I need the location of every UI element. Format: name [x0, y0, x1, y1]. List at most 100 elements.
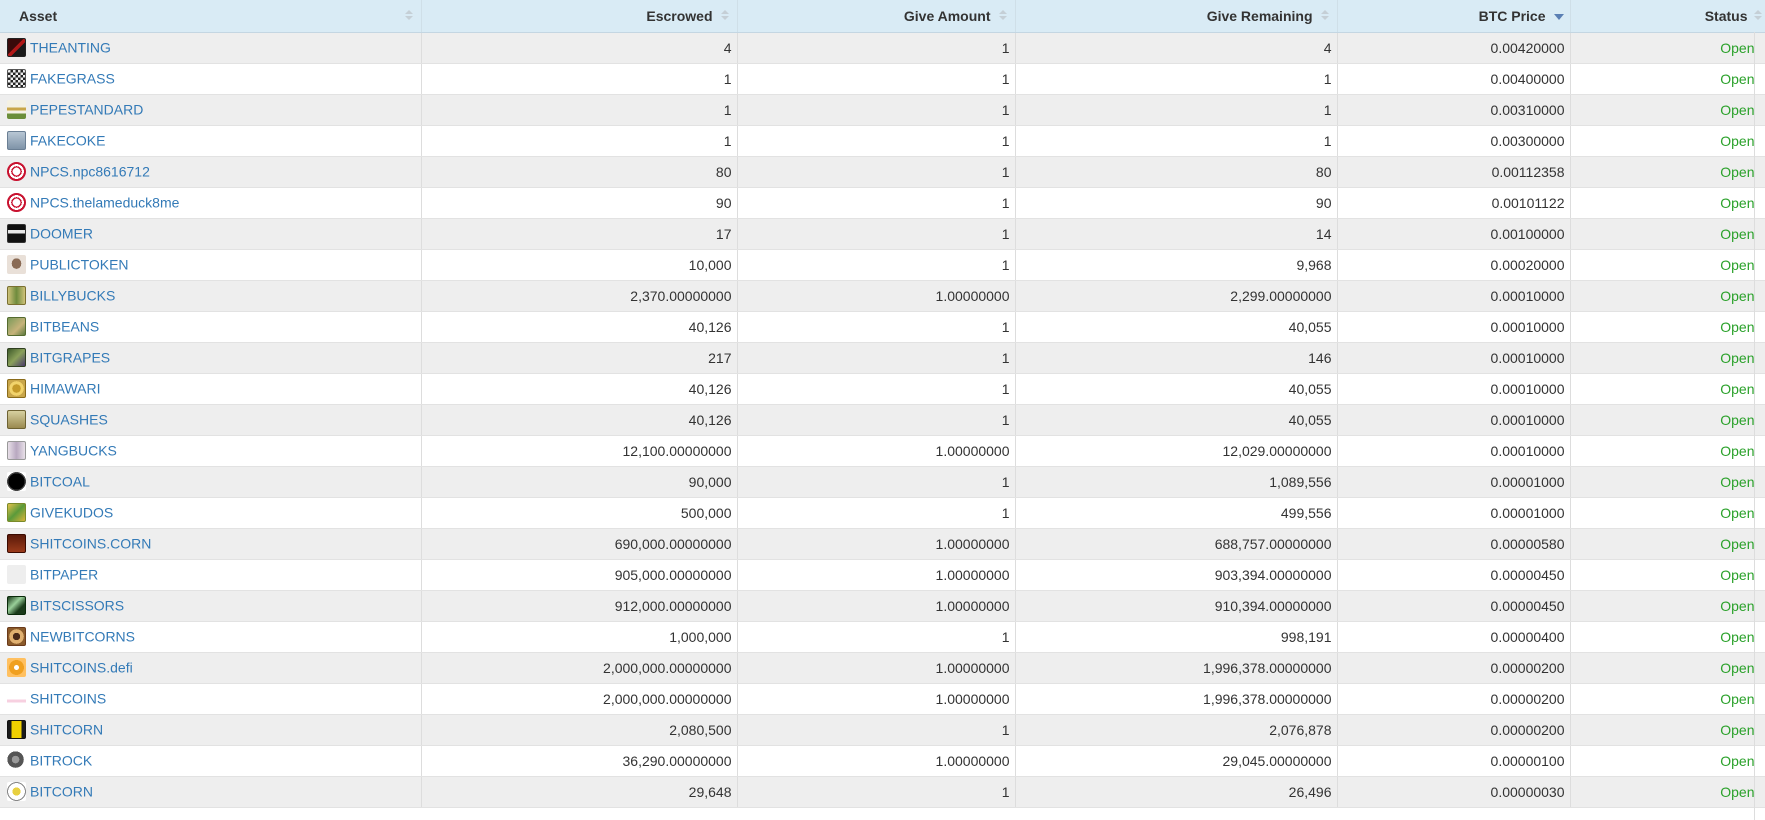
- column-header-status[interactable]: Status: [1570, 0, 1765, 33]
- status-cell: Open: [1570, 590, 1765, 622]
- give-remaining-cell: 40,055: [1015, 311, 1338, 343]
- escrowed-cell: 2,000,000.00000000: [421, 683, 738, 715]
- asset-link[interactable]: BITPAPER: [30, 566, 99, 583]
- asset-cell: FAKEGRASS: [0, 63, 422, 95]
- give-amount-cell: 1: [737, 311, 1016, 343]
- btc-price-cell: 0.00400000: [1337, 63, 1571, 95]
- give-amount-cell: 1: [737, 218, 1016, 250]
- asset-cell: GIVEKUDOS: [0, 497, 422, 529]
- give-remaining-cell: 14: [1015, 218, 1338, 250]
- pepestandard-icon: [7, 100, 26, 119]
- give-remaining-cell: 1: [1015, 94, 1338, 126]
- btc-price-cell: 0.00000200: [1337, 652, 1571, 684]
- give-remaining-cell: 90: [1015, 187, 1338, 219]
- asset-link[interactable]: SHITCOINS: [30, 690, 107, 707]
- table-row: SHITCOINS.CORN 690,000.00000000 1.00000000…: [0, 528, 1765, 560]
- give-amount-cell: 1: [737, 497, 1016, 529]
- asset-link[interactable]: BILLYBUCKS: [30, 287, 116, 304]
- column-header-asset[interactable]: Asset: [0, 0, 422, 33]
- asset-link[interactable]: YANGBUCKS: [30, 442, 117, 459]
- escrowed-cell: 1,000,000: [421, 621, 738, 653]
- column-header-btc-price[interactable]: BTC Price: [1337, 0, 1571, 33]
- btc-price-cell: 0.00000200: [1337, 714, 1571, 746]
- give-amount-cell: 1: [737, 94, 1016, 126]
- asset-link[interactable]: FAKEGRASS: [30, 70, 115, 87]
- asset-cell: BITCOAL: [0, 466, 422, 498]
- status-cell: Open: [1570, 435, 1765, 467]
- give-amount-cell: 1: [737, 342, 1016, 374]
- give-amount-cell: 1.00000000: [737, 652, 1016, 684]
- column-header-escrowed[interactable]: Escrowed: [421, 0, 738, 33]
- status-cell: Open: [1570, 683, 1765, 715]
- table-row: NEWBITCORNS 1,000,000 1 998,191 0.00000400 Op…: [0, 621, 1765, 653]
- asset-link[interactable]: THEANTING: [30, 39, 111, 56]
- escrowed-cell: 217: [421, 342, 738, 374]
- asset-link[interactable]: BITBEANS: [30, 318, 100, 335]
- give-amount-cell: 1.00000000: [737, 435, 1016, 467]
- asset-link[interactable]: SHITCOINS.CORN: [30, 535, 152, 552]
- asset-link[interactable]: BITROCK: [30, 752, 93, 769]
- asset-link[interactable]: HIMAWARI: [30, 380, 101, 397]
- status-cell: Open: [1570, 249, 1765, 281]
- asset-link[interactable]: BITGRAPES: [30, 349, 111, 366]
- publictoken-icon: [7, 255, 26, 274]
- table-row: DOOMER 17 1 14 0.00100000 Open: [0, 218, 1765, 250]
- billybucks-icon: [7, 286, 26, 305]
- column-header-label: Give Amount: [903, 7, 991, 24]
- table-body: THEANTING 4 1 4 0.00420000 Open FAKEGRASS 1 1 1 0.…: [0, 32, 1765, 808]
- give-amount-cell: 1: [737, 187, 1016, 219]
- btc-price-cell: 0.00010000: [1337, 311, 1571, 343]
- status-cell: Open: [1570, 404, 1765, 436]
- asset-link[interactable]: NEWBITCORNS: [30, 628, 135, 645]
- give-remaining-cell: 499,556: [1015, 497, 1338, 529]
- escrowed-cell: 10,000: [421, 249, 738, 281]
- status-cell: Open: [1570, 714, 1765, 746]
- status-cell: Open: [1570, 187, 1765, 219]
- status-cell: Open: [1570, 466, 1765, 498]
- table-row: BITPAPER 905,000.00000000 1.00000000 903,39…: [0, 559, 1765, 591]
- asset-link[interactable]: BITSCISSORS: [30, 597, 125, 614]
- status-cell: Open: [1570, 776, 1765, 808]
- asset-cell: BITGRAPES: [0, 342, 422, 374]
- escrowed-cell: 905,000.00000000: [421, 559, 738, 591]
- asset-link[interactable]: SHITCOINS.defi: [30, 659, 133, 676]
- btc-price-cell: 0.00020000: [1337, 249, 1571, 281]
- asset-link[interactable]: PEPESTANDARD: [30, 101, 144, 118]
- escrowed-cell: 2,000,000.00000000: [421, 652, 738, 684]
- give-amount-cell: 1.00000000: [737, 590, 1016, 622]
- asset-cell: NPCS.npc8616712: [0, 156, 422, 188]
- escrowed-cell: 500,000: [421, 497, 738, 529]
- asset-cell: SHITCOINS.defi: [0, 652, 422, 684]
- asset-link[interactable]: GIVEKUDOS: [30, 504, 114, 521]
- give-remaining-cell: 4: [1015, 32, 1338, 64]
- asset-cell: BILLYBUCKS: [0, 280, 422, 312]
- asset-link[interactable]: SQUASHES: [30, 411, 108, 428]
- asset-cell: SQUASHES: [0, 404, 422, 436]
- table-row: BILLYBUCKS 2,370.00000000 1.00000000 2,299.…: [0, 280, 1765, 312]
- asset-cell: NEWBITCORNS: [0, 621, 422, 653]
- escrowed-cell: 36,290.00000000: [421, 745, 738, 777]
- asset-link[interactable]: NPCS.thelameduck8me: [30, 194, 180, 211]
- asset-cell: SHITCORN: [0, 714, 422, 746]
- escrowed-cell: 40,126: [421, 404, 738, 436]
- sort-icon: [998, 10, 1007, 22]
- table-header: Asset Escrowed Give Amount Give Remainin…: [0, 0, 1765, 33]
- asset-link[interactable]: SHITCORN: [30, 721, 104, 738]
- bitbeans-icon: [7, 317, 26, 336]
- status-cell: Open: [1570, 342, 1765, 374]
- btc-price-cell: 0.00000400: [1337, 621, 1571, 653]
- asset-link[interactable]: BITCOAL: [30, 473, 90, 490]
- asset-link[interactable]: DOOMER: [30, 225, 93, 242]
- give-remaining-cell: 903,394.00000000: [1015, 559, 1338, 591]
- status-cell: Open: [1570, 497, 1765, 529]
- btc-price-cell: 0.00010000: [1337, 404, 1571, 436]
- asset-link[interactable]: BITCORN: [30, 783, 93, 800]
- shitcorn-icon: [7, 720, 26, 739]
- column-header-give-remaining[interactable]: Give Remaining: [1015, 0, 1338, 33]
- asset-cell: SHITCOINS.CORN: [0, 528, 422, 560]
- asset-link[interactable]: NPCS.npc8616712: [30, 163, 150, 180]
- status-cell: Open: [1570, 311, 1765, 343]
- asset-link[interactable]: FAKECOKE: [30, 132, 106, 149]
- column-header-give-amount[interactable]: Give Amount: [737, 0, 1016, 33]
- asset-link[interactable]: PUBLICTOKEN: [30, 256, 129, 273]
